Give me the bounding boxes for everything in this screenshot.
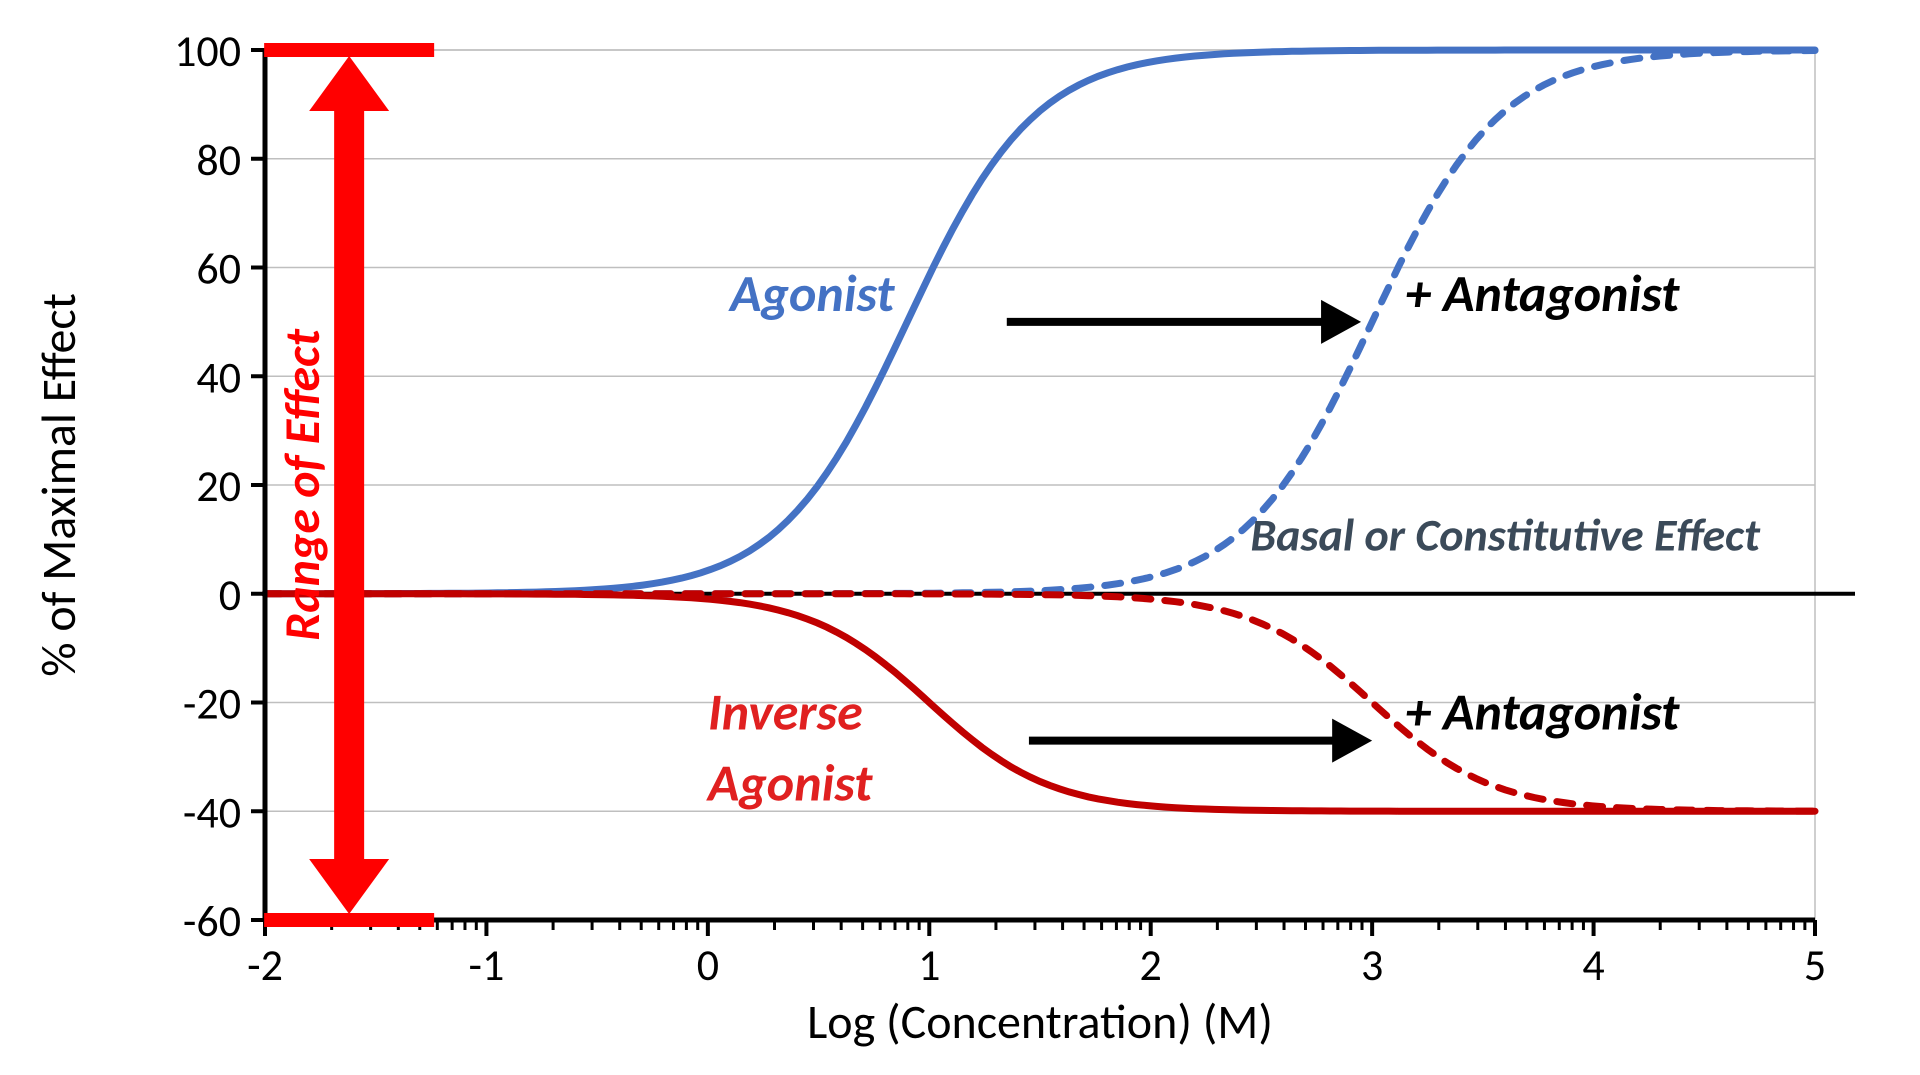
y-tick-label: 40 [196,350,241,404]
x-tick-label: 5 [1804,938,1826,992]
x-tick-label: 4 [1582,938,1604,992]
range-shaft [334,105,364,865]
label-agonist_label: Agonist [728,261,895,325]
label-antag_lower: + Antagonist [1405,680,1680,744]
y-tick-label: 20 [196,459,241,513]
x-tick-label: -1 [469,938,505,992]
range-cap-bottom [264,913,434,927]
y-tick-label: -20 [183,677,241,731]
chart-container: -60 -40 -20 0 20 40 60 80 100 -2 -1 0 1 2 3 4 5 Log (Conc… [0,0,1920,1075]
label-inverse_label2: Agonist [706,750,873,814]
x-tick-label: 0 [697,938,719,992]
x-tick-label: 2 [1140,938,1162,992]
y-tick-label: 100 [174,24,241,78]
x-axis-label: Log (Concentration) (M) [807,992,1273,1051]
x-tick-label: 3 [1361,938,1383,992]
y-tick-label: 0 [219,568,241,622]
y-tick-label: 60 [196,242,241,296]
label-antag_upper: + Antagonist [1405,261,1680,325]
y-tick-label: 80 [196,133,241,187]
range-cap-top [264,43,434,57]
x-tick-label: -2 [247,938,283,992]
y-tick-label: -60 [183,894,241,948]
dose-response-plot: -60 -40 -20 0 20 40 60 80 100 -2 -1 0 1 2 3 4 5 Log (Conc… [0,0,1920,1075]
y-axis-label: % of Maximal Effect [29,293,88,677]
label-inverse_label1: Inverse [708,680,863,744]
range-of-effect-label: Range of Effect [272,328,333,641]
x-tick-label: 1 [918,938,940,992]
baseline-label: Basal or Constitutive Effect [1250,507,1761,563]
y-tick-label: -40 [183,785,241,839]
